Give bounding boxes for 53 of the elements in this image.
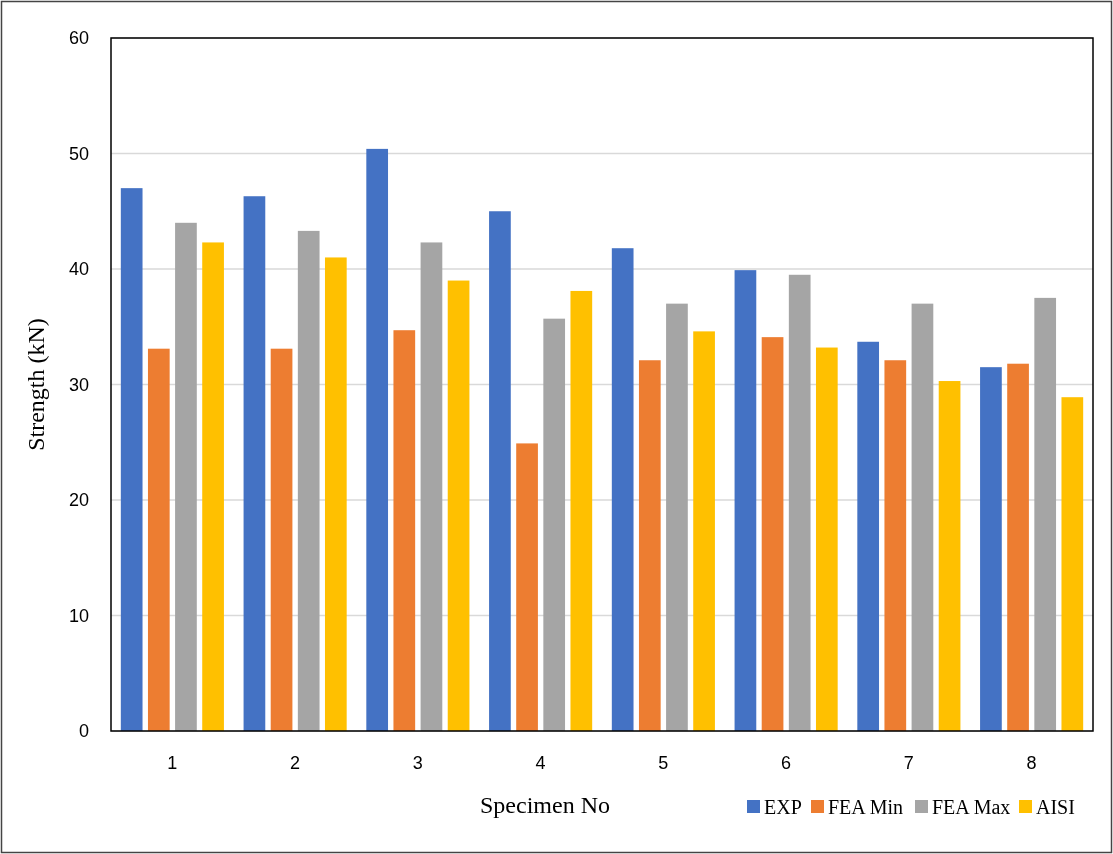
y-tick-label: 30 [68, 374, 89, 395]
bar [120, 188, 143, 731]
bar [761, 337, 784, 731]
legend-label: FEA Min [828, 796, 904, 818]
bar [243, 196, 266, 731]
y-tick-label: 0 [78, 721, 89, 742]
bar [857, 341, 880, 731]
x-tick-label: 2 [290, 753, 301, 773]
bar [638, 360, 661, 731]
bar [884, 360, 907, 731]
bar [1034, 297, 1057, 731]
bar [570, 290, 593, 731]
bar [543, 318, 566, 731]
x-tick-label: 6 [781, 753, 792, 773]
bar [366, 148, 389, 731]
bar [324, 257, 347, 731]
y-tick-label: 10 [68, 605, 89, 626]
bar [734, 270, 757, 731]
bar [1007, 363, 1029, 731]
bar [270, 348, 293, 731]
y-tick-label: 40 [68, 259, 89, 280]
bar [489, 211, 511, 731]
bar [693, 331, 715, 731]
bar [447, 280, 470, 731]
bar [938, 381, 961, 731]
bar [815, 347, 838, 731]
y-tick-label: 20 [68, 490, 89, 511]
legend-label: FEA Max [932, 796, 1011, 818]
bar [393, 330, 416, 731]
y-tick-label: 60 [68, 28, 89, 49]
bar [420, 242, 443, 731]
y-axis-title: Strength (kN) [23, 318, 49, 451]
x-tick-label: 8 [1026, 753, 1037, 773]
y-tick-label: 50 [68, 143, 89, 164]
bar [911, 303, 934, 731]
bar [980, 367, 1002, 731]
bar [1061, 397, 1084, 731]
legend-label: AISI [1036, 796, 1075, 818]
bar [147, 348, 170, 731]
x-tick-label: 5 [658, 753, 669, 773]
x-tick-label: 3 [412, 753, 423, 773]
bar [202, 242, 224, 731]
bar [666, 303, 688, 731]
bar [788, 274, 811, 731]
legend-label: EXP [764, 796, 802, 818]
bar [297, 230, 320, 731]
x-tick-label: 7 [903, 753, 914, 773]
x-tick-label: 1 [167, 753, 178, 773]
bar [175, 222, 197, 731]
bar [611, 248, 634, 731]
bar [516, 443, 538, 731]
x-axis-title: Specimen No [480, 792, 610, 818]
x-tick-label: 4 [535, 753, 546, 773]
